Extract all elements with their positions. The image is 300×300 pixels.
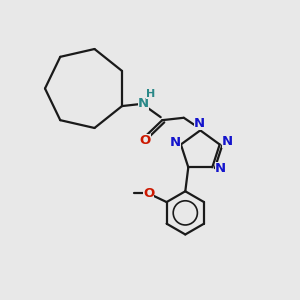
Text: O: O [143,187,154,200]
Text: N: N [138,97,149,110]
Text: H: H [146,89,156,99]
Text: O: O [140,134,151,147]
Text: N: N [215,162,226,175]
Text: N: N [194,117,205,130]
Text: N: N [222,135,233,148]
Text: N: N [169,136,181,149]
